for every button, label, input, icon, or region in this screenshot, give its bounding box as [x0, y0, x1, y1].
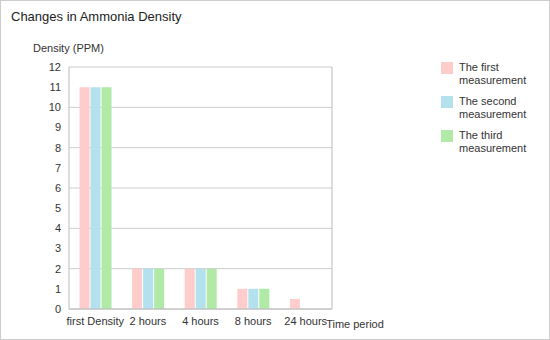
svg-text:6: 6	[55, 182, 61, 194]
html-text:The first measurement: The first measurement	[459, 61, 527, 86]
svg-text:24 hours: 24 hours	[284, 315, 327, 327]
svg-text:5: 5	[55, 202, 61, 214]
svg-text:8: 8	[55, 142, 61, 154]
svg-text:2 hours: 2 hours	[130, 315, 167, 327]
svg-text:7: 7	[55, 162, 61, 174]
svg-text:12: 12	[49, 61, 61, 73]
svg-text:8 hours: 8 hours	[235, 315, 272, 327]
svg-text:9: 9	[55, 121, 61, 133]
svg-text:2: 2	[55, 263, 61, 275]
svg-text:Time period: Time period	[326, 318, 384, 330]
html-text:The second measurement: The second measurement	[459, 95, 527, 120]
svg-text:4 hours: 4 hours	[182, 315, 219, 327]
svg-text:3: 3	[55, 242, 61, 254]
svg-text:10: 10	[49, 101, 61, 113]
svg-text:first Density: first Density	[67, 315, 125, 327]
svg-text:1: 1	[55, 283, 61, 295]
html-text:Changes in Ammonia Density: Changes in Ammonia Density	[11, 9, 182, 24]
svg-text:Density (PPM): Density (PPM)	[33, 42, 104, 54]
svg-text:4: 4	[55, 222, 61, 234]
svg-text:0: 0	[55, 303, 61, 315]
svg-text:11: 11	[50, 81, 61, 93]
html-text:The third measurement: The third measurement	[459, 129, 527, 154]
